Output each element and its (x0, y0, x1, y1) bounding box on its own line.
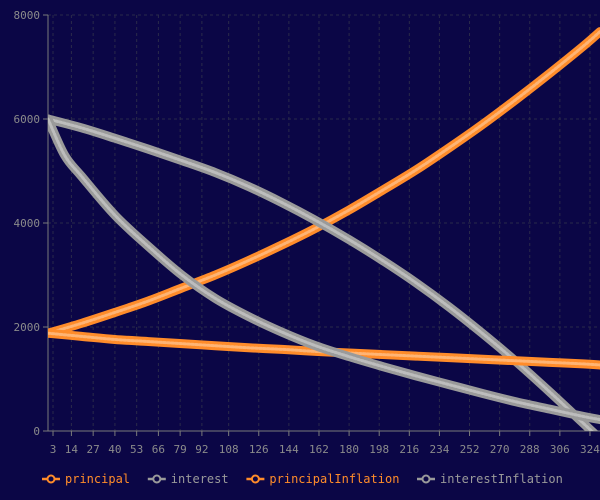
x-tick-label: 66 (152, 443, 165, 456)
legend-label: principalInflation (269, 472, 399, 486)
legend-swatch-marker (250, 474, 260, 484)
x-tick-label: 162 (309, 443, 329, 456)
legend-item-interestInflation[interactable]: interestInflation (417, 472, 563, 486)
x-tick-label: 144 (279, 443, 299, 456)
legend-swatch-marker (152, 474, 162, 484)
x-tick-label: 108 (219, 443, 239, 456)
legend-item-principalInflation[interactable]: principalInflation (246, 472, 399, 486)
y-tick-label: 4000 (14, 217, 41, 230)
x-tick-label: 79 (174, 443, 187, 456)
tick-labels: 0 2000 4000 6000 8000 3 14 27 40 53 66 79 92 108 126 14… (14, 9, 600, 456)
x-tick-label: 53 (130, 443, 143, 456)
legend-item-principal[interactable]: principal (42, 472, 130, 486)
series-layer (48, 27, 600, 431)
x-tick-label: 198 (369, 443, 389, 456)
x-tick-label: 126 (249, 443, 269, 456)
x-tick-label: 40 (108, 443, 121, 456)
x-tick-label: 306 (550, 443, 570, 456)
y-tick-label: 2000 (14, 321, 41, 334)
series-line-principal (48, 27, 600, 338)
x-tick-label: 180 (339, 443, 359, 456)
series-principal (48, 27, 600, 338)
x-tick-label: 216 (399, 443, 419, 456)
y-tick-label: 8000 (14, 9, 41, 22)
x-tick-label: 324 (580, 443, 600, 456)
x-tick-label: 288 (520, 443, 540, 456)
legend-swatch-marker (46, 474, 56, 484)
legend: principal interest principalInflation inter… (42, 472, 563, 486)
x-tick-label: 92 (195, 443, 208, 456)
y-tick-label: 0 (33, 425, 40, 438)
x-tick-label: 3 (50, 443, 57, 456)
legend-swatch-marker (421, 474, 431, 484)
series-line-inner-interestInflation (48, 117, 600, 422)
legend-label: interestInflation (440, 472, 563, 486)
y-tick-label: 6000 (14, 113, 41, 126)
legend-item-interest[interactable]: interest (147, 472, 229, 486)
series-line-inner-principal (48, 30, 600, 335)
x-tick-label: 14 (65, 443, 79, 456)
x-tick-label: 252 (460, 443, 480, 456)
x-tick-label: 27 (87, 443, 100, 456)
series-interestInflation (48, 114, 600, 425)
x-tick-label: 270 (490, 443, 510, 456)
series-line-interestInflation (48, 114, 600, 425)
legend-label: principal (65, 472, 130, 486)
legend-label: interest (171, 472, 229, 486)
x-tick-label: 234 (429, 443, 449, 456)
